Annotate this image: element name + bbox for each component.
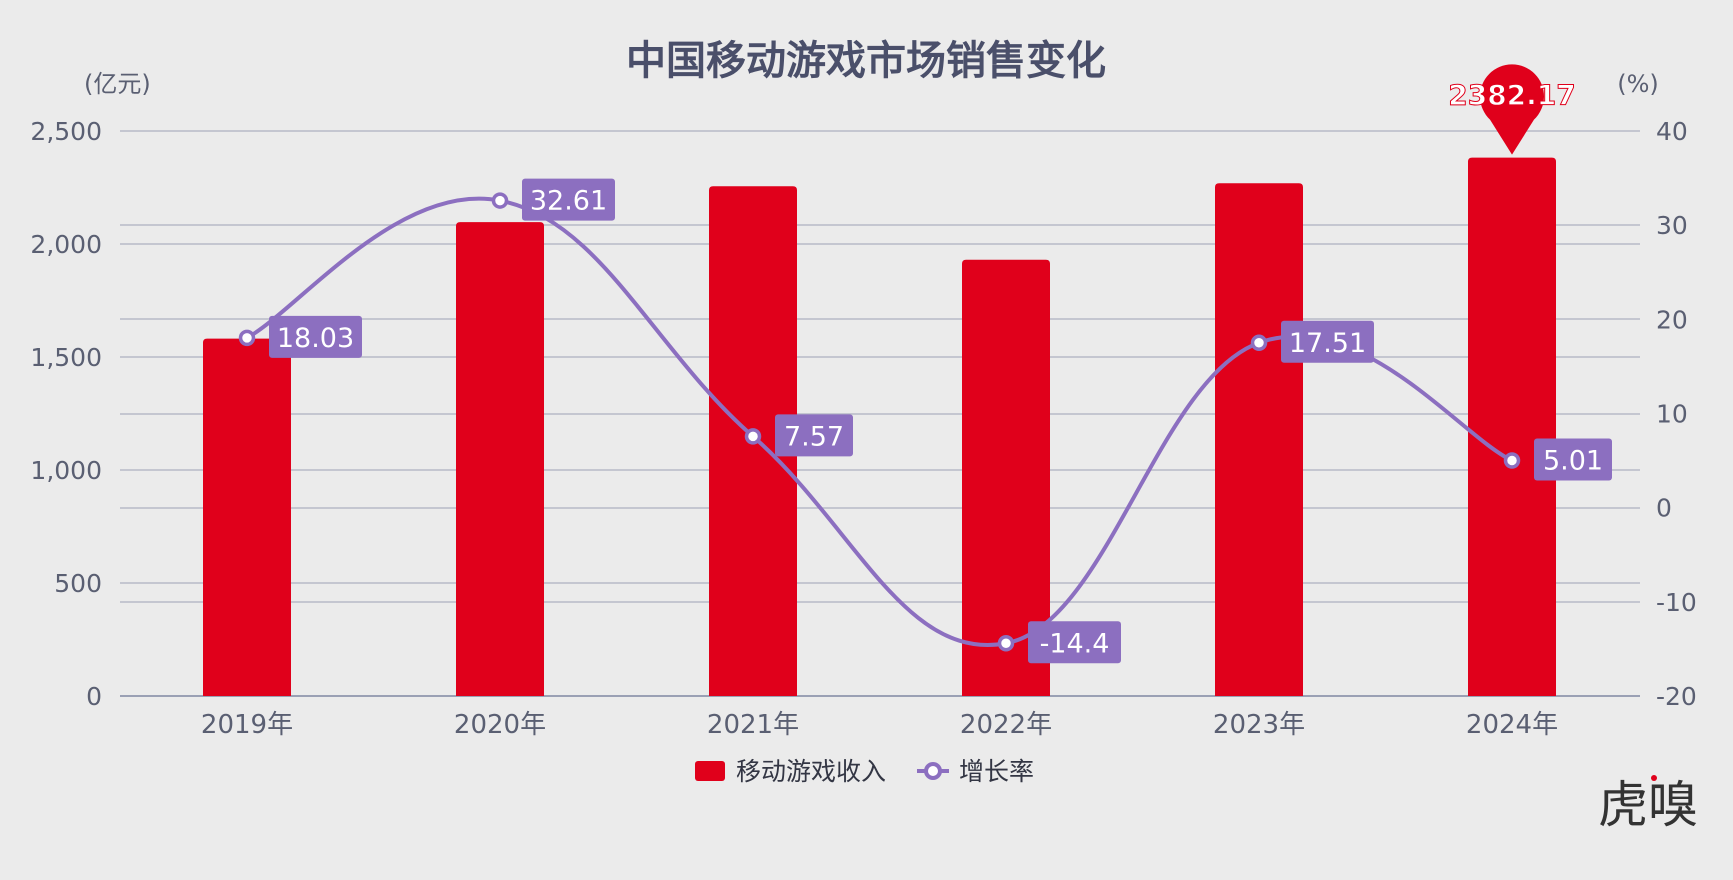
- growth-rate-marker: [1250, 334, 1268, 352]
- growth-rate-label: 7.57: [784, 421, 844, 452]
- legend-label-growth: 增长率: [959, 757, 1034, 786]
- growth-rate-line: [246, 196, 1513, 647]
- growth-rate-label: 17.51: [1289, 328, 1366, 359]
- growth-rate-label-box: [775, 414, 853, 457]
- growth-rate-marker: [744, 428, 762, 445]
- bar: [962, 259, 1050, 696]
- logo-accent-dot: [1651, 775, 1657, 781]
- growth-rate-marker: [238, 329, 256, 347]
- right-tick-label: 30: [1656, 211, 1688, 240]
- bar: [1215, 183, 1303, 697]
- growth-rate-marker: [1503, 452, 1521, 469]
- left-tick-label: 1,000: [30, 456, 102, 485]
- peak-label: 2382.17: [1448, 79, 1576, 112]
- peak-marker: 2382.17: [1448, 64, 1576, 155]
- left-tick-label: 0: [86, 682, 102, 711]
- growth-rate-marker: [997, 635, 1015, 652]
- right-tick-label: -10: [1656, 588, 1697, 617]
- legend-label-revenue: 移动游戏收入: [736, 757, 886, 786]
- growth-rate-label-box: [522, 178, 615, 221]
- growth-rate-label: 32.61: [530, 186, 607, 217]
- legend-swatch-growth-marker: [924, 762, 942, 780]
- chart-title: 中国移动游戏市场销售变化: [626, 38, 1106, 84]
- bar: [203, 338, 291, 696]
- right-tick-label: 10: [1656, 400, 1688, 429]
- left-axis-unit: (亿元): [84, 70, 151, 98]
- left-tick-label: 2,000: [30, 230, 102, 259]
- right-tick-label: -20: [1656, 682, 1697, 711]
- x-tick-label: 2019年: [201, 710, 293, 740]
- right-tick-label: 40: [1656, 117, 1688, 146]
- x-tick-label: 2020年: [454, 710, 546, 740]
- growth-rate-label-box: [1534, 438, 1612, 481]
- peak-pin: [1480, 64, 1544, 155]
- right-axis-ticks: -20 -10 0 10 20 30 40: [1656, 117, 1697, 711]
- legend: 移动游戏收入 增长率: [695, 757, 1034, 786]
- gridlines: [120, 130, 1640, 697]
- growth-rate-marker: [491, 192, 509, 209]
- x-axis-ticks: 2019年 2020年 2021年 2022年 2023年 2024年: [201, 710, 1558, 740]
- growth-rate-label-box: [1281, 320, 1374, 363]
- growth-rate-label: -14.4: [1040, 628, 1110, 659]
- huxiu-logo: 虎嗅: [1598, 776, 1698, 834]
- left-tick-label: 500: [54, 569, 102, 598]
- x-tick-label: 2023年: [1213, 710, 1305, 740]
- legend-swatch-revenue: [695, 761, 725, 781]
- x-tick-label: 2024年: [1466, 710, 1558, 740]
- growth-rate-label: 18.03: [277, 323, 354, 354]
- right-tick-label: 20: [1656, 305, 1688, 334]
- x-tick-label: 2022年: [960, 710, 1052, 740]
- growth-rate-label-box: [1028, 621, 1121, 664]
- bar: [1468, 157, 1556, 696]
- bar: [456, 222, 544, 696]
- growth-rate-label: 5.01: [1543, 445, 1603, 476]
- left-axis-ticks: 0 500 1,000 1,500 2,000 2,500: [30, 117, 102, 711]
- x-tick-label: 2021年: [707, 710, 799, 740]
- right-tick-label: 0: [1656, 494, 1672, 523]
- left-tick-label: 1,500: [30, 343, 102, 372]
- growth-rate-series: 18.03 32.61 7.57 -14.4 17.51 5.01: [238, 178, 1612, 664]
- revenue-bars: [203, 157, 1556, 697]
- growth-rate-label-box: [269, 315, 362, 358]
- right-axis-unit: (%): [1617, 70, 1659, 98]
- left-tick-label: 2,500: [30, 117, 102, 146]
